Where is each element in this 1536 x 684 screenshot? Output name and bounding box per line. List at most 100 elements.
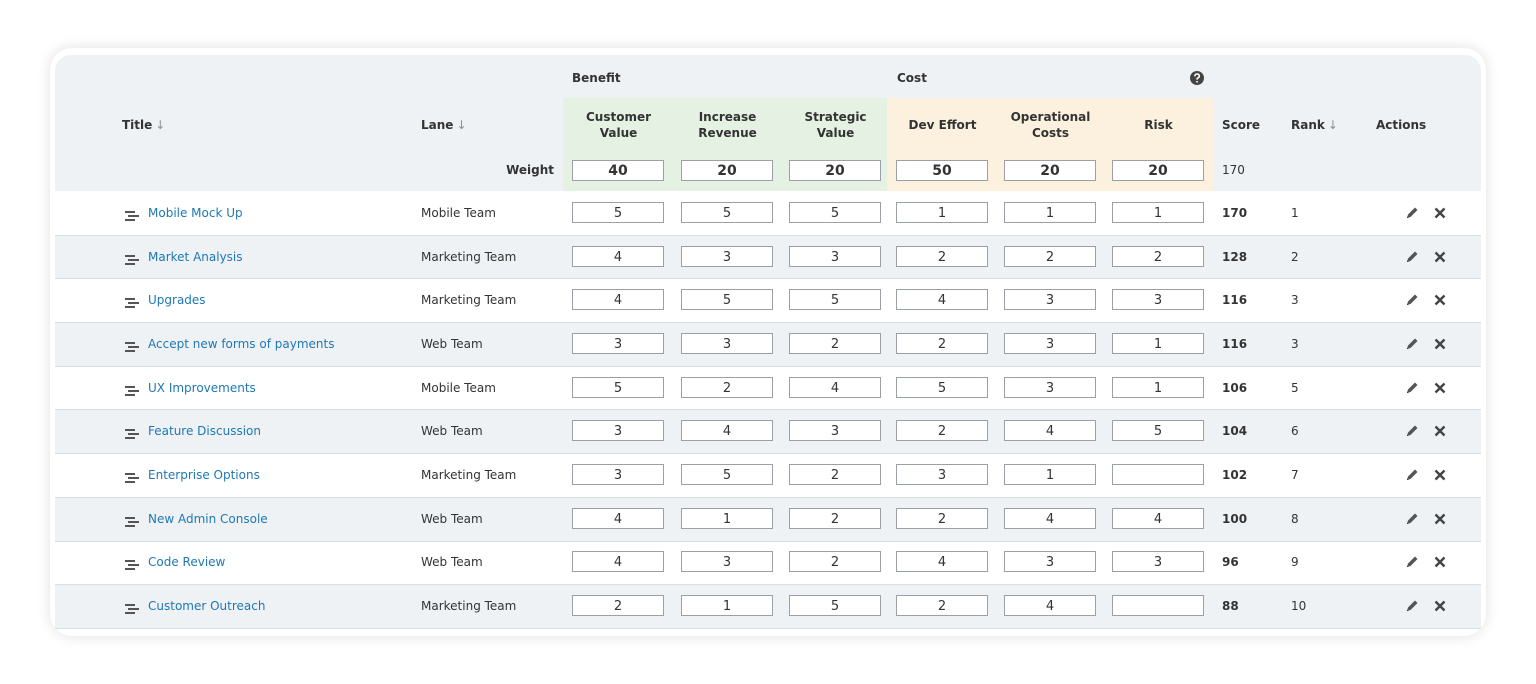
score-input[interactable]: 3 (789, 420, 881, 442)
score-input[interactable]: 5 (789, 595, 881, 617)
score-input[interactable]: 4 (1004, 420, 1096, 442)
delete-button[interactable] (1432, 423, 1448, 439)
score-input[interactable]: 3 (572, 420, 664, 442)
score-input[interactable]: 4 (789, 376, 881, 398)
score-input[interactable]: 1 (1112, 376, 1204, 398)
score-input[interactable] (1112, 595, 1204, 617)
delete-button[interactable] (1432, 598, 1448, 614)
score-input[interactable]: 3 (572, 332, 664, 354)
weight-input[interactable]: 20 (789, 160, 881, 181)
item-title[interactable]: Market Analysis (148, 249, 243, 264)
score-input[interactable]: 2 (896, 332, 988, 354)
drag-handle[interactable] (124, 382, 140, 396)
score-input[interactable]: 5 (789, 201, 881, 223)
lane-header[interactable]: Lane (421, 118, 467, 132)
score-input[interactable]: 4 (1112, 507, 1204, 529)
score-input[interactable]: 2 (789, 332, 881, 354)
weight-input[interactable]: 20 (1112, 160, 1204, 181)
score-input[interactable]: 3 (1112, 551, 1204, 573)
score-input[interactable]: 2 (1004, 245, 1096, 267)
score-input[interactable]: 5 (681, 289, 773, 311)
item-title[interactable]: Enterprise Options (148, 468, 260, 483)
score-input[interactable]: 3 (681, 332, 773, 354)
score-input[interactable]: 5 (681, 201, 773, 223)
delete-button[interactable] (1432, 205, 1448, 221)
delete-button[interactable] (1432, 292, 1448, 308)
score-input[interactable]: 3 (681, 551, 773, 573)
score-input[interactable]: 4 (572, 245, 664, 267)
edit-button[interactable] (1404, 336, 1420, 352)
score-input[interactable]: 2 (789, 507, 881, 529)
score-input[interactable]: 2 (572, 595, 664, 617)
item-title[interactable]: Upgrades (148, 293, 206, 308)
score-input[interactable]: 2 (896, 507, 988, 529)
weight-input[interactable]: 20 (1004, 160, 1096, 181)
score-input[interactable]: 4 (896, 289, 988, 311)
score-input[interactable]: 3 (572, 464, 664, 486)
score-input[interactable]: 1 (1112, 201, 1204, 223)
score-input[interactable]: 1 (1004, 464, 1096, 486)
drag-handle[interactable] (124, 251, 140, 265)
score-input[interactable]: 3 (1004, 551, 1096, 573)
score-input[interactable]: 1 (896, 201, 988, 223)
score-input[interactable]: 1 (681, 595, 773, 617)
item-title[interactable]: New Admin Console (148, 511, 268, 526)
delete-button[interactable] (1432, 336, 1448, 352)
delete-button[interactable] (1432, 511, 1448, 527)
edit-button[interactable] (1404, 423, 1420, 439)
score-input[interactable]: 2 (789, 551, 881, 573)
score-input[interactable]: 4 (572, 551, 664, 573)
score-input[interactable]: 4 (1004, 507, 1096, 529)
score-input[interactable]: 3 (1004, 376, 1096, 398)
score-input[interactable]: 1 (1112, 332, 1204, 354)
item-title[interactable]: Code Review (148, 555, 226, 570)
delete-button[interactable] (1432, 554, 1448, 570)
score-input[interactable]: 3 (681, 245, 773, 267)
score-input[interactable]: 2 (896, 595, 988, 617)
drag-handle[interactable] (124, 338, 140, 352)
drag-handle[interactable] (124, 556, 140, 571)
edit-button[interactable] (1404, 511, 1420, 527)
item-title[interactable]: Feature Discussion (148, 424, 261, 439)
score-input[interactable] (1112, 464, 1204, 486)
score-input[interactable]: 4 (681, 420, 773, 442)
score-input[interactable]: 4 (572, 289, 664, 311)
score-input[interactable]: 2 (896, 245, 988, 267)
score-input[interactable]: 2 (681, 376, 773, 398)
drag-handle[interactable] (124, 294, 140, 309)
score-input[interactable]: 4 (1004, 595, 1096, 617)
score-input[interactable]: 5 (681, 464, 773, 486)
score-input[interactable]: 5 (572, 201, 664, 223)
edit-button[interactable] (1404, 292, 1420, 308)
item-title[interactable]: Accept new forms of payments (148, 336, 335, 351)
weight-input[interactable]: 20 (681, 160, 773, 181)
edit-button[interactable] (1404, 467, 1420, 483)
score-input[interactable]: 2 (789, 464, 881, 486)
edit-button[interactable] (1404, 380, 1420, 396)
delete-button[interactable] (1432, 249, 1448, 265)
score-input[interactable]: 1 (681, 507, 773, 529)
score-input[interactable]: 2 (1112, 245, 1204, 267)
delete-button[interactable] (1432, 467, 1448, 483)
score-input[interactable]: 4 (896, 551, 988, 573)
help-icon[interactable] (1190, 71, 1204, 85)
score-input[interactable]: 3 (896, 464, 988, 486)
score-input[interactable]: 2 (896, 420, 988, 442)
score-input[interactable]: 3 (1004, 332, 1096, 354)
score-input[interactable]: 3 (1112, 289, 1204, 311)
item-title[interactable]: Customer Outreach (148, 599, 266, 614)
score-input[interactable]: 3 (789, 245, 881, 267)
item-title[interactable]: Mobile Mock Up (148, 205, 243, 220)
edit-button[interactable] (1404, 205, 1420, 221)
drag-handle[interactable] (124, 425, 140, 440)
score-input[interactable]: 5 (896, 376, 988, 398)
weight-input[interactable]: 40 (572, 160, 664, 181)
item-title[interactable]: UX Improvements (148, 380, 256, 395)
score-input[interactable]: 5 (789, 289, 881, 311)
score-input[interactable]: 5 (1112, 420, 1204, 442)
drag-handle[interactable] (124, 600, 140, 615)
drag-handle[interactable] (124, 207, 140, 221)
title-header[interactable]: Title (122, 118, 165, 132)
edit-button[interactable] (1404, 249, 1420, 265)
rank-header[interactable]: Rank (1291, 118, 1338, 132)
